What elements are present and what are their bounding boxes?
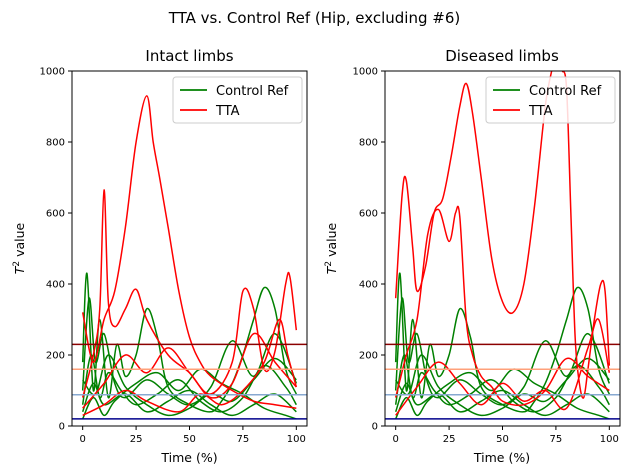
left-series-line-5 — [82, 354, 297, 417]
figure-suptitle: TTA vs. Control Ref (Hip, excluding #6) — [168, 9, 460, 27]
right-series-line-4 — [394, 368, 610, 420]
right-y-tick-label: 0 — [372, 422, 378, 433]
left-y-tick-label: 400 — [46, 280, 65, 291]
left-x-tick-label: 75 — [237, 434, 250, 445]
left-legend: Control Ref TTA — [172, 76, 303, 124]
left-x-tick-label: 50 — [183, 434, 196, 445]
right-x-tick-label: 25 — [443, 434, 456, 445]
left-series-line-4 — [81, 368, 297, 420]
right-x-tick-label: 50 — [496, 434, 509, 445]
right-y-label-sup: 2 — [324, 261, 334, 267]
right-series-line-2 — [394, 354, 610, 413]
right-series-line-1 — [394, 297, 611, 406]
right-x-tick-label: 0 — [392, 434, 398, 445]
left-panel: Intact limbs 0 25 50 75 10002004006008001000… — [12, 47, 308, 465]
left-series-line-6 — [81, 95, 297, 409]
right-y-axis-label: T2 value — [324, 222, 339, 274]
left-series-line-9 — [82, 318, 298, 417]
right-legend: Control Ref TTA — [485, 76, 616, 124]
right-threshold-layer — [385, 343, 620, 420]
left-y-tick-label: 1000 — [40, 67, 65, 78]
right-y-tick-label: 800 — [359, 138, 378, 149]
left-x-tick-label: 0 — [79, 434, 85, 445]
right-panel-title: Diseased limbs — [445, 47, 559, 65]
left-y-label-rest: value — [12, 222, 27, 260]
right-legend-label-control: Control Ref — [529, 84, 602, 99]
left-series-line-8 — [82, 271, 298, 409]
right-series-line-5 — [395, 354, 610, 417]
left-series-line-7 — [81, 189, 297, 399]
left-x-tick-label: 100 — [287, 434, 306, 445]
left-panel-title: Intact limbs — [145, 47, 233, 65]
right-legend-box — [485, 76, 616, 124]
right-y-label-var: T — [324, 265, 339, 274]
right-series-line-6 — [394, 71, 553, 314]
right-y-tick-label: 600 — [359, 209, 378, 220]
right-y-tick-label: 400 — [359, 280, 378, 291]
left-series-line-1 — [81, 297, 298, 406]
right-panel: Diseased limbs 0 25 50 75 100020040060080010… — [324, 47, 621, 465]
left-legend-box — [172, 76, 303, 124]
right-legend-label-tta: TTA — [528, 104, 553, 119]
left-threshold-layer — [72, 343, 307, 420]
right-x-axis-label: Time (%) — [473, 450, 530, 465]
left-x-axis-label: Time (%) — [160, 450, 217, 465]
left-y-tick-label: 600 — [46, 209, 65, 220]
right-y-tick-label: 200 — [359, 351, 378, 362]
left-series-layer — [81, 95, 298, 420]
right-y-label-rest: value — [324, 222, 339, 260]
left-y-tick-label: 800 — [46, 138, 65, 149]
left-y-label-var: T — [12, 265, 27, 274]
left-y-tick-label: 0 — [59, 422, 65, 433]
right-x-tick-label: 100 — [600, 434, 619, 445]
left-y-label-sup: 2 — [12, 261, 22, 267]
left-y-tick-label: 200 — [46, 351, 65, 362]
left-legend-label-tta: TTA — [215, 104, 240, 119]
left-legend-label-control: Control Ref — [216, 84, 289, 99]
right-y-tick-label: 1000 — [353, 67, 378, 78]
right-series-line-7 — [394, 205, 610, 407]
right-x-tick-label: 75 — [550, 434, 563, 445]
left-x-tick-label: 25 — [130, 434, 143, 445]
left-y-axis-label: T2 value — [12, 222, 27, 274]
right-series-line-8 — [561, 71, 611, 399]
